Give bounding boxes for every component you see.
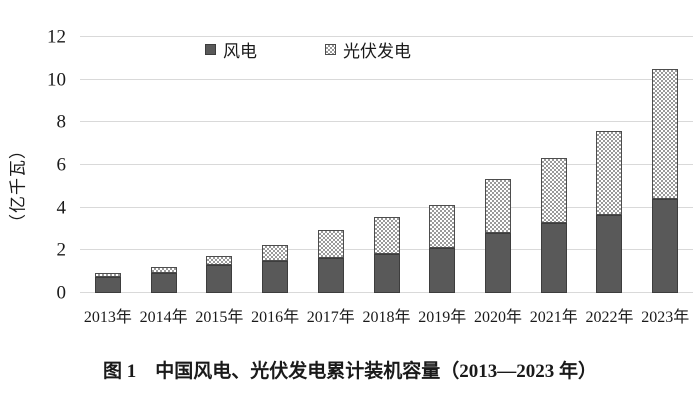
- legend-item-风电: 风电: [205, 37, 257, 62]
- bar-segment-风电-2017年: [317, 258, 344, 293]
- bar-segment-风电-2018年: [373, 253, 400, 293]
- x-tick-label-2021年: 2021年: [529, 309, 578, 326]
- bar-segment-光伏发电-2016年: [262, 244, 289, 262]
- figure-caption: 图 1 中国风电、光伏发电累计装机容量（2013—2023 年）: [102, 361, 597, 382]
- bar-slot-2020年: [470, 37, 526, 293]
- bar-slot-2017年: [303, 37, 359, 293]
- bar-slot-2023年: [637, 37, 693, 293]
- bar-segment-风电-2016年: [262, 261, 289, 293]
- bar-segment-风电-2023年: [652, 198, 679, 293]
- bar-segment-风电-2013年: [94, 276, 121, 293]
- plot-area: [80, 36, 693, 293]
- x-tick-label-2020年: 2020年: [474, 309, 523, 326]
- bar-slot-2022年: [582, 37, 638, 293]
- y-tick-label-0: 0: [56, 282, 67, 304]
- bar-segment-光伏发电-2019年: [429, 204, 456, 249]
- bar-slot-2018年: [359, 37, 415, 293]
- legend-swatch-icon: [325, 44, 336, 55]
- x-axis-labels: 2013年 2014年 2015年 2016年 2017年 2018年 2019年 2020年…: [80, 303, 693, 327]
- bar-slot-2019年: [414, 37, 470, 293]
- bar-segment-风电-2020年: [485, 233, 511, 293]
- y-axis-title: （亿千瓦）: [8, 141, 28, 231]
- y-tick-label-2: 2: [56, 239, 67, 261]
- y-tick-label-4: 4: [56, 197, 67, 219]
- y-tick-label-12: 12: [47, 26, 66, 48]
- bar-segment-光伏发电-2022年: [596, 131, 623, 216]
- x-tick-label-2016年: 2016年: [251, 309, 300, 326]
- bar-slot-2015年: [191, 37, 247, 293]
- bar-slot-2013年: [80, 37, 136, 293]
- bar-segment-风电-2019年: [429, 248, 456, 293]
- bar-segment-光伏发电-2020年: [485, 179, 511, 234]
- bar-segment-光伏发电-2013年: [94, 272, 121, 277]
- bar-slot-2014年: [136, 37, 192, 293]
- legend-label: 风电: [223, 42, 257, 61]
- bar-segment-光伏发电-2017年: [317, 230, 344, 259]
- x-tick-label-2015年: 2015年: [195, 309, 244, 326]
- x-tick-label-2022年: 2022年: [585, 309, 634, 326]
- x-tick-label-2014年: 2014年: [139, 309, 188, 326]
- legend: 风电 光伏发电: [205, 37, 411, 62]
- bar-segment-风电-2014年: [150, 272, 177, 293]
- bar-segment-风电-2015年: [206, 265, 233, 293]
- y-tick-label-6: 6: [56, 154, 67, 176]
- gridline-12: [80, 36, 693, 37]
- bar-segment-光伏发电-2014年: [150, 266, 177, 273]
- bar-segment-光伏发电-2023年: [652, 69, 679, 199]
- bar-segment-光伏发电-2018年: [373, 216, 400, 254]
- gridline-6: [80, 164, 693, 165]
- bar-segment-风电-2021年: [540, 223, 567, 293]
- bar-slot-2021年: [526, 37, 582, 293]
- x-tick-label-2019年: 2019年: [418, 309, 467, 326]
- x-tick-label-2018年: 2018年: [362, 309, 411, 326]
- gridline-8: [80, 121, 693, 123]
- y-tick-label-8: 8: [56, 111, 67, 133]
- legend-label: 光伏发电: [343, 42, 411, 61]
- bars-container: [80, 37, 693, 293]
- y-axis-ticks: 0 2 4 6 8 10 12: [28, 28, 72, 303]
- y-tick-label-10: 10: [47, 69, 66, 91]
- bar-segment-风电-2022年: [596, 215, 623, 293]
- legend-item-光伏发电: 光伏发电: [325, 37, 411, 62]
- legend-swatch-icon: [205, 44, 216, 55]
- x-tick-label-2017年: 2017年: [306, 309, 355, 326]
- gridline-10: [80, 78, 693, 80]
- bar-segment-光伏发电-2015年: [206, 256, 233, 266]
- gridline-4: [80, 206, 693, 208]
- x-tick-label-2013年: 2013年: [83, 309, 132, 326]
- bar-segment-光伏发电-2021年: [540, 157, 567, 224]
- x-tick-label-2023年: 2023年: [641, 309, 690, 326]
- bar-slot-2016年: [247, 37, 303, 293]
